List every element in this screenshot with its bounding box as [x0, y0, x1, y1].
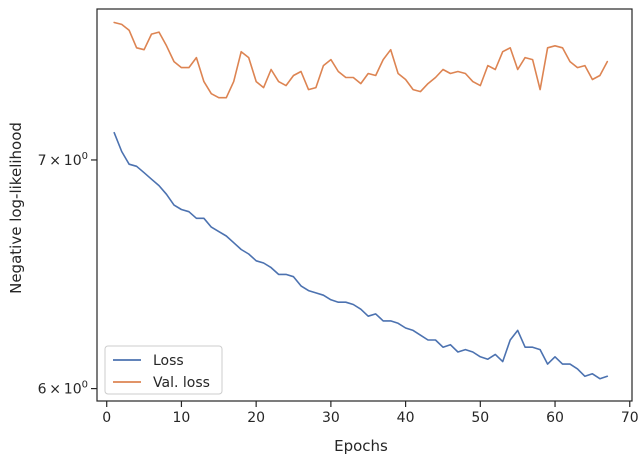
y-axis-label: Negative log-likelihood	[7, 122, 25, 294]
series-lines	[113, 21, 609, 380]
plot-frame	[96, 8, 633, 402]
y-tick-label: 6 × 100	[38, 380, 88, 398]
plot-background	[97, 9, 632, 401]
x-axis-label: Epochs	[334, 437, 388, 455]
x-tick-label: 0	[102, 410, 111, 426]
x-tick-label: 20	[247, 410, 265, 426]
legend-label: Val. loss	[153, 375, 210, 391]
x-tick-label: 30	[322, 410, 340, 426]
legend-label: Loss	[153, 353, 184, 369]
y-axis-ticks: 6 × 100 7 × 100	[38, 151, 97, 398]
y-tick-label: 7 × 100	[38, 151, 88, 169]
x-tick-label: 40	[397, 410, 415, 426]
series-line-loss	[113, 131, 609, 380]
x-axis-ticks: 0 10 20 30 40 50 60 70	[102, 401, 639, 426]
legend: Loss Val. loss	[104, 345, 223, 395]
x-tick-label: 60	[546, 410, 564, 426]
x-tick-label: 50	[471, 410, 489, 426]
series-line-val-loss	[113, 21, 609, 99]
x-tick-label: 70	[621, 410, 639, 426]
x-tick-label: 10	[173, 410, 191, 426]
